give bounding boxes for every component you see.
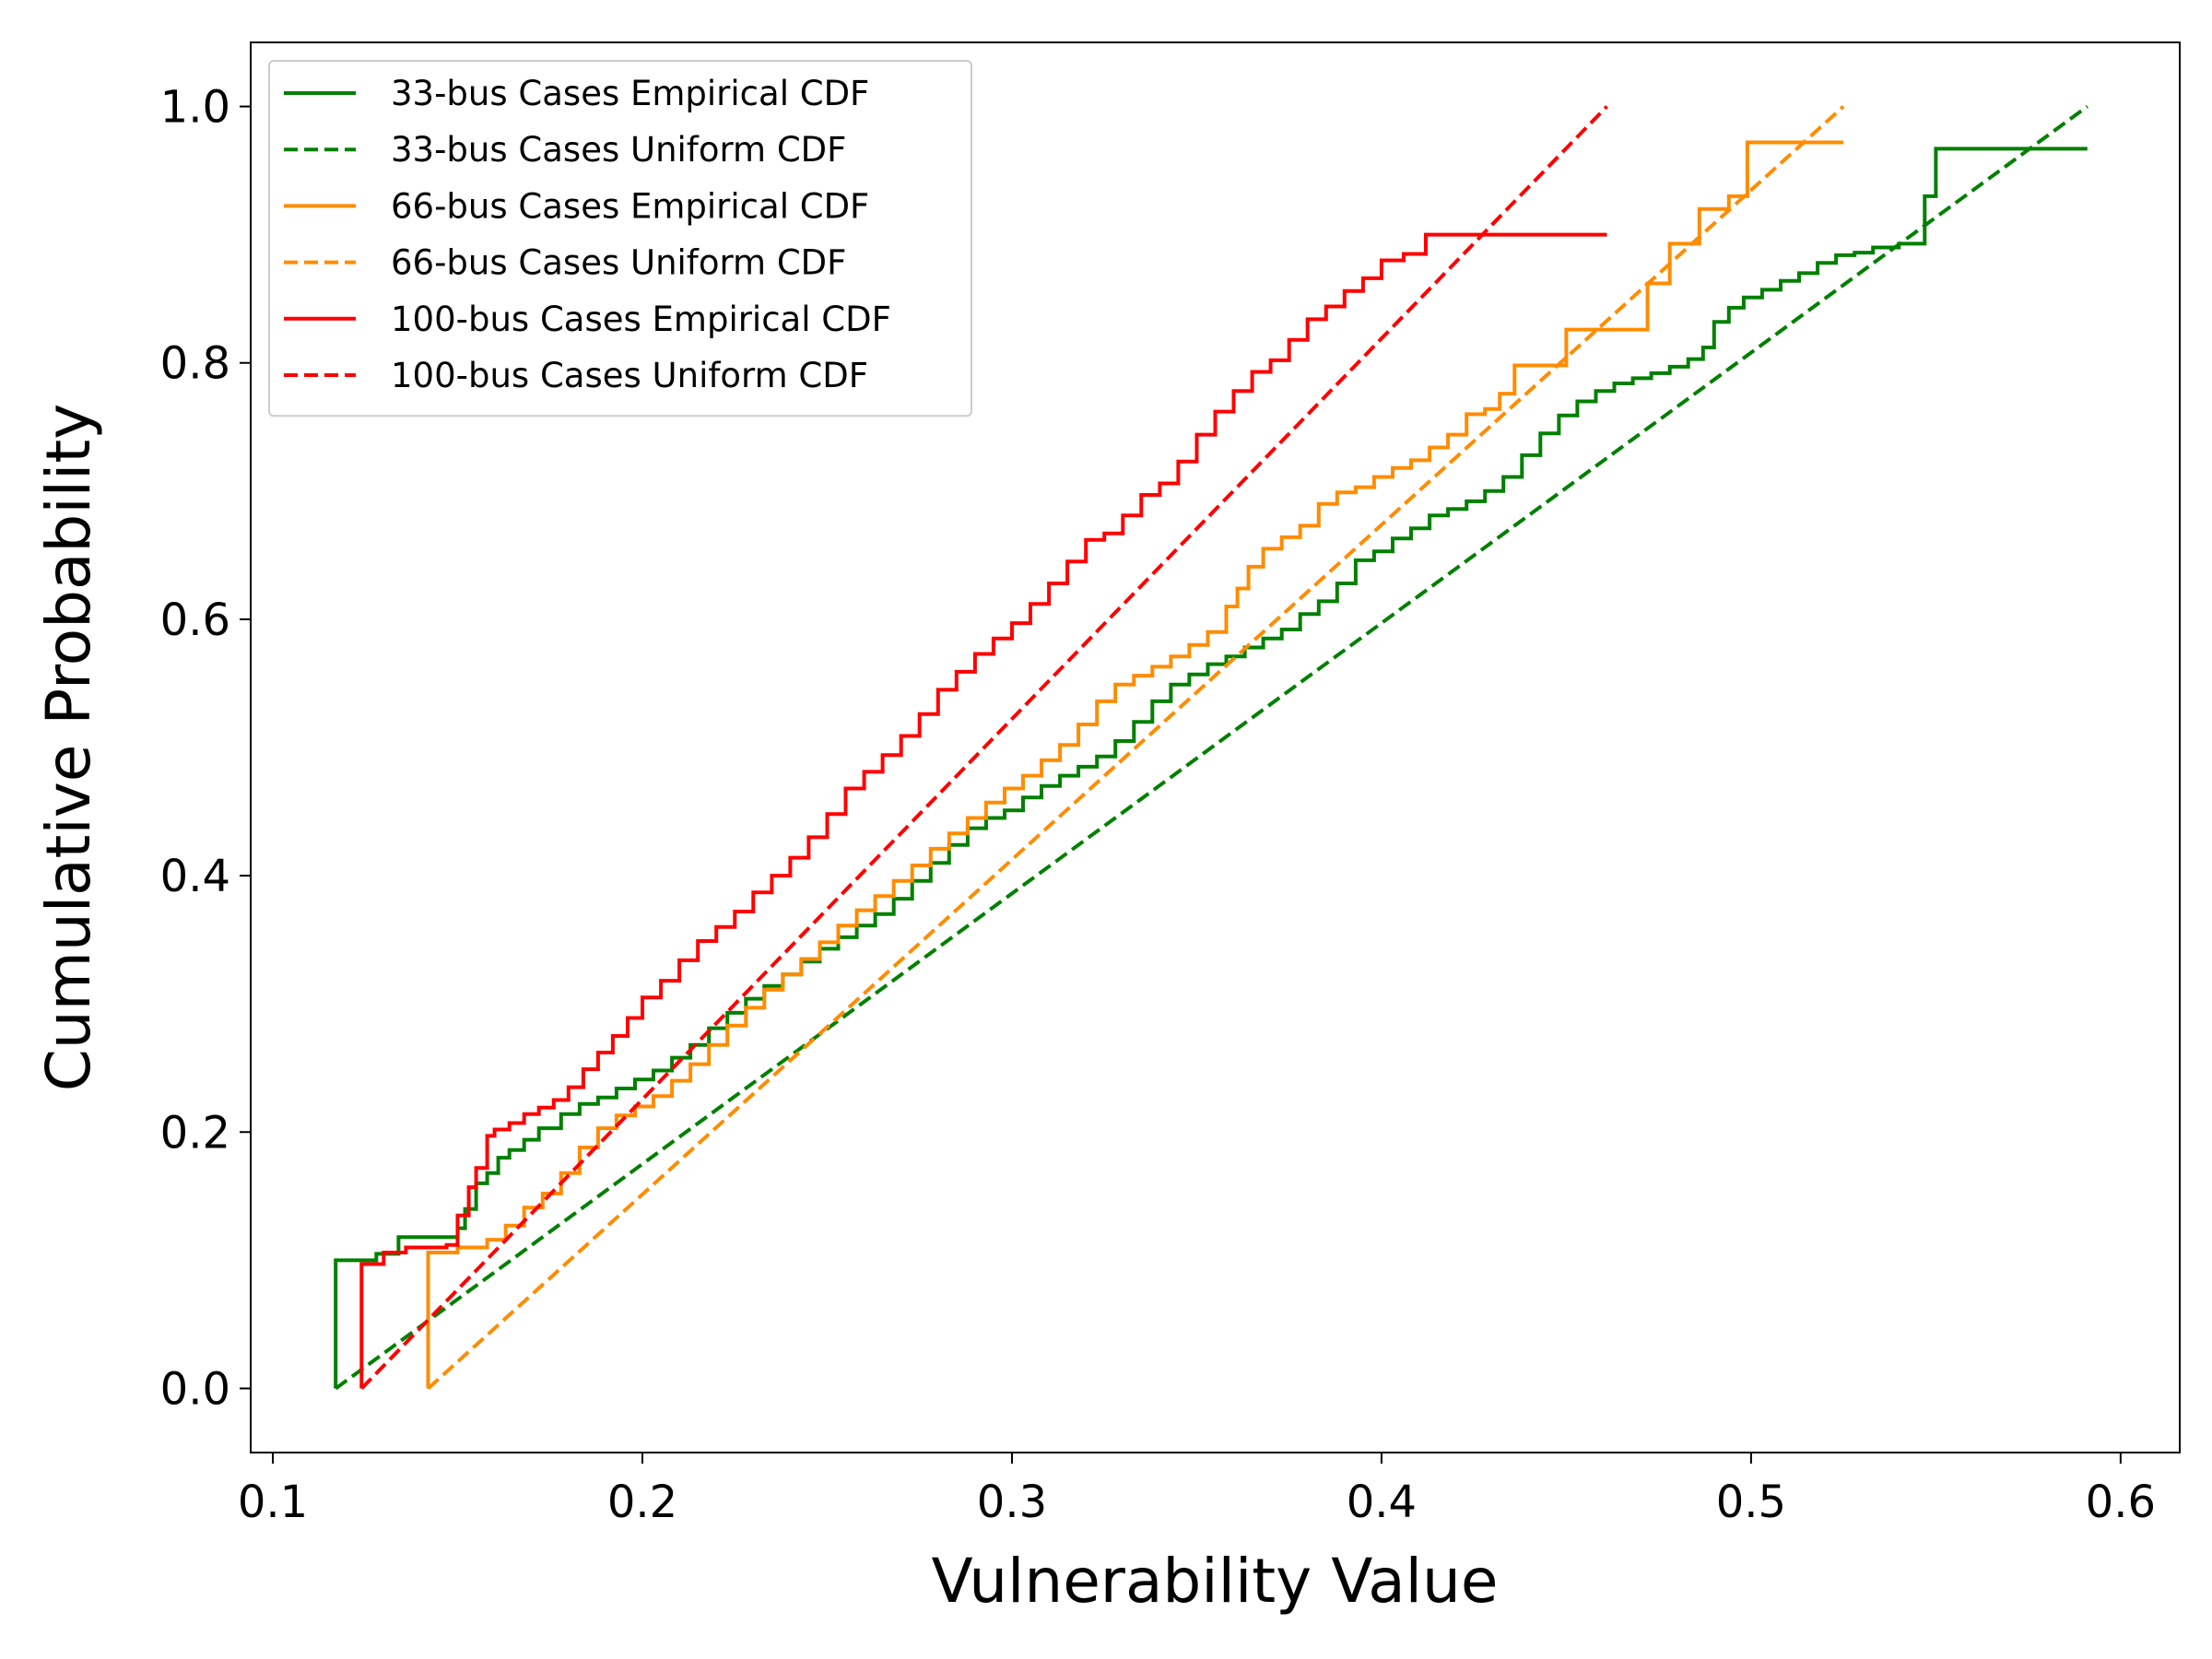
legend-box [268,60,972,418]
series-line-66-bus-cases-empirical-cdf [426,140,1844,1389]
series-layer [334,104,2088,1391]
legend-label: 66-bus Cases Empirical CDF [391,186,869,226]
legend-label: 33-bus Cases Uniform CDF [391,130,846,170]
legend-label: 66-bus Cases Uniform CDF [391,243,846,283]
x-tick-label: 0.3 [977,1477,1047,1528]
x-tick-label: 0.4 [1347,1477,1417,1528]
y-tick-label: 0.8 [160,338,230,390]
series-line-100-bus-cases-uniform-cdf [359,105,1608,1390]
x-tick-label: 0.2 [607,1477,677,1528]
y-tick-label: 0.2 [160,1107,230,1159]
y-tick-label: 0.0 [160,1363,230,1415]
y-tick-label: 0.6 [160,594,230,646]
x-axis-title: Vulnerability Value [932,1546,1499,1617]
series-line-33-bus-cases-uniform-cdf [335,104,2088,1391]
plot-frame [250,41,2181,1453]
y-tick-label: 0.4 [160,851,230,902]
legend-label: 33-bus Cases Empirical CDF [391,74,869,113]
series-line-100-bus-cases-empirical-cdf [359,232,1607,1389]
ticks-layer: 0.1 0.2 0.3 0.4 0.5 0.6 0.0 0.2 0.4 0.6 0.8 1.0 [160,82,2156,1528]
y-axis-title: Cumulative Probability [33,404,104,1092]
legend-label: 100-bus Cases Uniform CDF [391,356,868,395]
legend: 33-bus Cases Empirical CDF 33-bus Cases U… [268,60,972,418]
x-tick-label: 0.5 [1716,1477,1786,1528]
y-tick-label: 1.0 [160,82,230,134]
series-line-66-bus-cases-uniform-cdf [427,105,1845,1390]
x-tick-label: 0.1 [238,1477,308,1528]
x-tick-label: 0.6 [2086,1477,2156,1528]
series-line-33-bus-cases-empirical-cdf [334,147,2088,1389]
legend-label: 100-bus Cases Empirical CDF [391,300,891,339]
